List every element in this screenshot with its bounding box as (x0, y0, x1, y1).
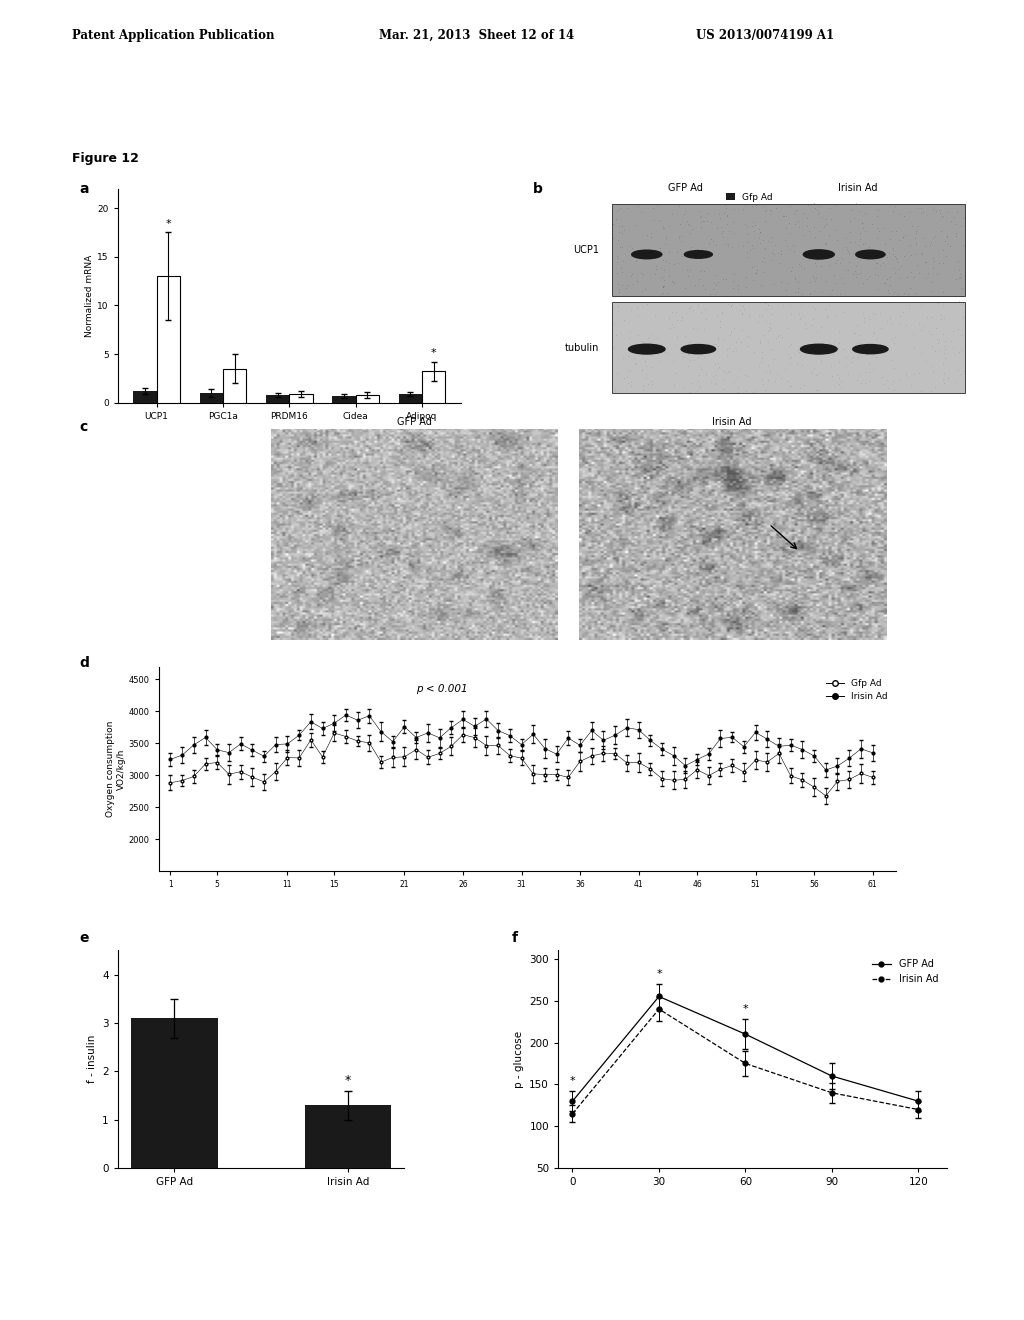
Text: GFP Ad: GFP Ad (668, 183, 702, 193)
Bar (333, 396, 355, 403)
Text: p < 0.001: p < 0.001 (416, 684, 468, 694)
Ellipse shape (681, 345, 716, 354)
Ellipse shape (632, 251, 662, 259)
Bar (398, 393, 422, 403)
Text: Irisin Ad: Irisin Ad (838, 183, 878, 193)
Y-axis label: Normalized mRNA: Normalized mRNA (85, 255, 94, 337)
Bar (355, 395, 379, 403)
Ellipse shape (803, 249, 835, 259)
Text: f: f (512, 931, 518, 945)
Title: Irisin Ad: Irisin Ad (713, 417, 752, 426)
Title: GFP Ad: GFP Ad (397, 417, 432, 426)
Ellipse shape (684, 251, 713, 259)
Bar (131, 1018, 218, 1168)
Ellipse shape (853, 345, 888, 354)
Text: *: * (345, 1074, 351, 1086)
Text: tubulin: tubulin (565, 343, 599, 352)
Legend: Gfp Ad, Irisin Ad: Gfp Ad, Irisin Ad (722, 189, 782, 219)
Ellipse shape (801, 345, 837, 354)
Text: Figure 12: Figure 12 (72, 152, 138, 165)
Text: *: * (742, 1005, 749, 1014)
Text: *: * (165, 219, 171, 228)
Y-axis label: p - glucose: p - glucose (514, 1031, 523, 1088)
Bar (133, 391, 157, 403)
Text: a: a (80, 182, 89, 197)
Text: c: c (80, 420, 88, 434)
Text: UCP1: UCP1 (573, 244, 599, 255)
Ellipse shape (856, 251, 885, 259)
FancyBboxPatch shape (612, 205, 965, 296)
Text: *: * (431, 348, 436, 358)
Y-axis label: f - insulin: f - insulin (87, 1035, 96, 1084)
Bar (157, 276, 180, 403)
FancyBboxPatch shape (612, 302, 965, 393)
Legend: Gfp Ad, Irisin Ad: Gfp Ad, Irisin Ad (822, 676, 892, 705)
Text: Patent Application Publication: Patent Application Publication (72, 29, 274, 42)
Bar (223, 368, 246, 403)
Text: *: * (569, 1076, 575, 1086)
Ellipse shape (629, 345, 665, 354)
Bar (289, 393, 312, 403)
Text: d: d (80, 656, 90, 671)
Text: b: b (532, 182, 543, 197)
Text: Mar. 21, 2013  Sheet 12 of 14: Mar. 21, 2013 Sheet 12 of 14 (379, 29, 574, 42)
Bar (266, 395, 290, 403)
Bar (422, 371, 445, 403)
Bar (304, 1105, 391, 1168)
Text: e: e (80, 931, 89, 945)
Text: *: * (656, 969, 662, 979)
Bar (200, 393, 223, 403)
Text: US 2013/0074199 A1: US 2013/0074199 A1 (696, 29, 835, 42)
Legend: GFP Ad, Irisin Ad: GFP Ad, Irisin Ad (867, 956, 942, 987)
Y-axis label: Oxygen consumption
VO2/kg/h: Oxygen consumption VO2/kg/h (106, 721, 126, 817)
